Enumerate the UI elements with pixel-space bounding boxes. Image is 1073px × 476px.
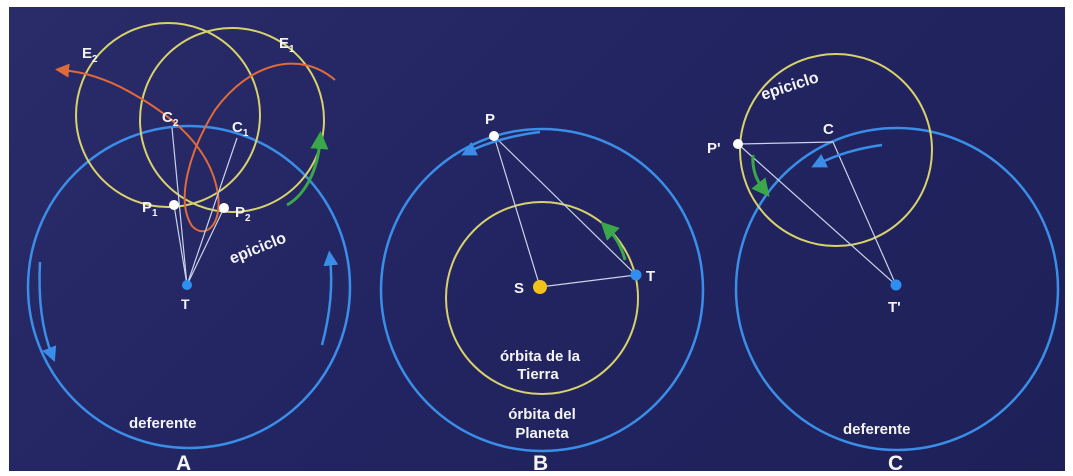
line-t-p2 bbox=[186, 207, 225, 286]
label-c2: C2 bbox=[162, 109, 179, 129]
epicycle-arrow-c bbox=[751, 154, 770, 198]
line-t-p1 bbox=[173, 204, 188, 286]
sun-point bbox=[533, 280, 547, 294]
label-epiciclo-c: epiciclo bbox=[759, 69, 821, 104]
diagram-c: epiciclo P' C T' deferente C bbox=[707, 53, 1060, 475]
earth-orbit-circle bbox=[445, 201, 639, 395]
panel-letter-b: B bbox=[533, 452, 548, 475]
earth-orbit-arrow bbox=[600, 221, 627, 261]
deferent-circle-a bbox=[26, 124, 352, 450]
line-t-c1 bbox=[186, 137, 238, 286]
line-p-t bbox=[737, 143, 897, 286]
label-e2: E2 bbox=[82, 45, 98, 65]
label-c: C bbox=[823, 121, 834, 138]
diagram-b: P S T órbita de la Tierra órbita del Pla… bbox=[379, 111, 705, 475]
label-epiciclo-a: epiciclo bbox=[227, 230, 289, 268]
epicycle-circle-c1 bbox=[139, 27, 325, 213]
label-p-b: P bbox=[485, 111, 495, 128]
label-e1: E1 bbox=[279, 35, 295, 55]
label-t-a: T bbox=[181, 296, 190, 312]
point-t-a bbox=[182, 280, 192, 290]
point-t-prime bbox=[890, 279, 902, 291]
label-planet-orbit-line1: órbita del bbox=[508, 406, 576, 423]
line-p-t bbox=[493, 135, 637, 276]
panel-letter-c: C bbox=[888, 452, 903, 475]
planet-path-a bbox=[55, 62, 336, 233]
epicycle-arrow-a bbox=[286, 131, 329, 207]
point-p1 bbox=[169, 200, 179, 210]
line-c-t bbox=[832, 141, 897, 286]
epicycle-circle-c bbox=[739, 53, 933, 247]
label-p1: P1 bbox=[142, 199, 158, 219]
line-p-c bbox=[737, 141, 834, 145]
epicycle-circle-c2 bbox=[75, 22, 261, 208]
label-t-b: T bbox=[646, 268, 655, 285]
label-c1: C1 bbox=[232, 119, 249, 139]
point-p2 bbox=[219, 203, 229, 213]
line-p-s bbox=[493, 135, 541, 288]
diagram-a: E2 E1 C2 C1 P1 P2 T epiciclo deferente A bbox=[26, 22, 352, 475]
label-t-prime: T' bbox=[888, 299, 901, 316]
label-s: S bbox=[514, 280, 524, 297]
label-p2: P2 bbox=[235, 204, 251, 224]
planet-orbit-arrow bbox=[461, 130, 541, 156]
label-deferente-c: deferente bbox=[843, 421, 911, 438]
label-earth-orbit-line1: órbita de la bbox=[500, 348, 581, 365]
deferent-arrow-right-a bbox=[320, 250, 339, 346]
deferent-arrow-c bbox=[811, 143, 883, 168]
planet-orbit-circle bbox=[379, 127, 705, 453]
label-earth-orbit-line2: Tierra bbox=[517, 366, 559, 383]
label-planet-orbit-line2: Planeta bbox=[515, 425, 569, 442]
panel-letter-a: A bbox=[176, 452, 191, 475]
label-p-prime: P' bbox=[707, 140, 721, 157]
point-t-b bbox=[630, 269, 642, 281]
point-p-prime bbox=[733, 139, 743, 149]
line-s-t bbox=[539, 274, 637, 288]
line-t-c2 bbox=[171, 127, 188, 286]
deferent-circle-c bbox=[734, 126, 1060, 452]
label-deferente-a: deferente bbox=[129, 415, 197, 432]
deferent-arrow-left-a bbox=[38, 261, 57, 362]
point-p-b bbox=[489, 131, 499, 141]
